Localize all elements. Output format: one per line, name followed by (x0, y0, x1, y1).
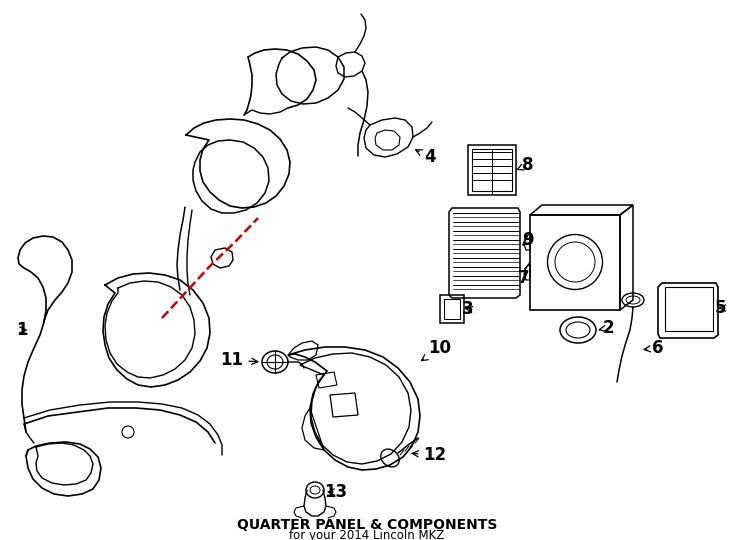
Bar (444, 299, 460, 319)
Bar (440, 295, 464, 323)
Text: 10: 10 (421, 339, 451, 361)
Text: 8: 8 (517, 156, 534, 174)
Bar (468, 145, 516, 195)
Text: 3: 3 (462, 300, 474, 318)
Text: for your 2014 Lincoln MKZ: for your 2014 Lincoln MKZ (289, 530, 445, 540)
Text: 4: 4 (415, 148, 436, 166)
Text: 1: 1 (16, 321, 28, 339)
Text: QUARTER PANEL & COMPONENTS: QUARTER PANEL & COMPONENTS (237, 518, 497, 532)
Text: 11: 11 (220, 351, 258, 369)
Text: 9: 9 (522, 231, 534, 249)
Bar (472, 149, 512, 191)
Text: 5: 5 (714, 299, 726, 317)
Bar (665, 287, 713, 331)
Text: 2: 2 (599, 319, 614, 337)
Text: 13: 13 (324, 483, 348, 501)
Text: 7: 7 (518, 264, 530, 287)
Text: 6: 6 (644, 339, 664, 357)
Bar (530, 215, 620, 310)
Text: 12: 12 (413, 446, 446, 464)
